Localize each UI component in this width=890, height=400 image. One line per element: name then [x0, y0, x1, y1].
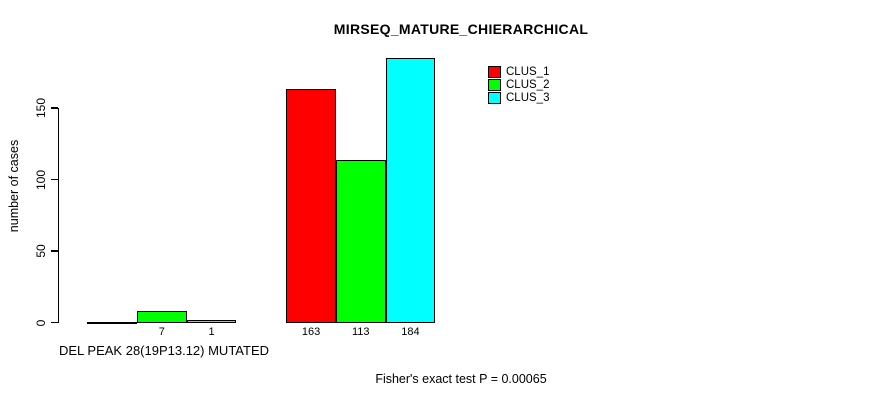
y-tick-mark — [50, 107, 58, 109]
y-tick-mark — [50, 178, 58, 181]
y-tick-label: 150 — [34, 98, 48, 119]
bar-clus_1-group2 — [286, 88, 336, 324]
bar-clus_3-group2 — [385, 58, 436, 324]
bar-value-label: 113 — [351, 326, 370, 338]
legend-label: CLUS_3 — [506, 92, 550, 104]
y-tick-label: 100 — [34, 169, 48, 190]
chart-title: MIRSEQ_MATURE_CHIERARCHICAL — [333, 21, 589, 37]
fisher-test-annotation: Fisher's exact test P = 0.00065 — [375, 372, 547, 386]
legend-label: CLUS_2 — [506, 79, 550, 91]
y-axis-line — [57, 107, 59, 323]
bar-value-label: 163 — [301, 326, 321, 338]
x-axis-label: DEL PEAK 28(19P13.12) MUTATED — [59, 343, 270, 358]
bar-clus_2-group1 — [137, 311, 187, 324]
y-tick-label: 50 — [34, 244, 48, 258]
legend-item-clus_1: CLUS_1 — [488, 66, 549, 78]
y-axis-label: number of cases — [7, 139, 21, 233]
legend-swatch-icon — [488, 79, 501, 91]
y-tick-mark — [50, 250, 58, 252]
legend-item-clus_3: CLUS_3 — [488, 92, 549, 104]
bar-value-label: 1 — [208, 326, 215, 338]
bar-clus_3-group1 — [186, 320, 237, 324]
bar-value-label: 7 — [158, 326, 165, 338]
legend-swatch-icon — [488, 92, 501, 104]
bar-value-label: 184 — [401, 326, 420, 338]
legend-item-clus_2: CLUS_2 — [488, 79, 549, 91]
y-tick-mark — [50, 321, 58, 324]
bar-clus_1-group1 — [87, 321, 137, 324]
legend-swatch-icon — [488, 66, 501, 78]
bar-clus_2-group2 — [335, 159, 386, 324]
y-tick-label: 0 — [34, 319, 48, 326]
legend-label: CLUS_1 — [506, 66, 550, 78]
